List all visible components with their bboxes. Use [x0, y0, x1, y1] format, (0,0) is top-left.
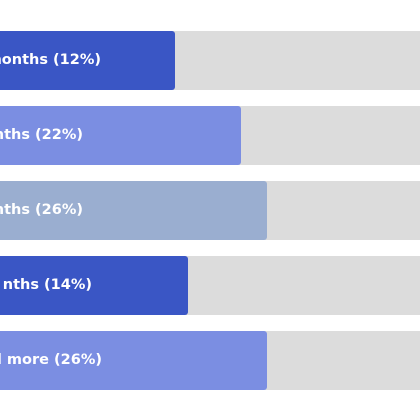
bar-label: months (12%) [0, 52, 101, 68]
bar: d more (26%) [0, 331, 267, 390]
bar: months (12%) [0, 31, 175, 90]
bar: nths (26%) [0, 181, 267, 240]
bar-label: d more (26%) [0, 352, 102, 368]
bar-label: nths (22%) [0, 127, 83, 143]
bar-label: nths (14%) [2, 277, 92, 293]
bar: nths (14%) [0, 256, 188, 315]
bar-label: nths (26%) [0, 202, 83, 218]
bar: nths (22%) [0, 106, 241, 165]
